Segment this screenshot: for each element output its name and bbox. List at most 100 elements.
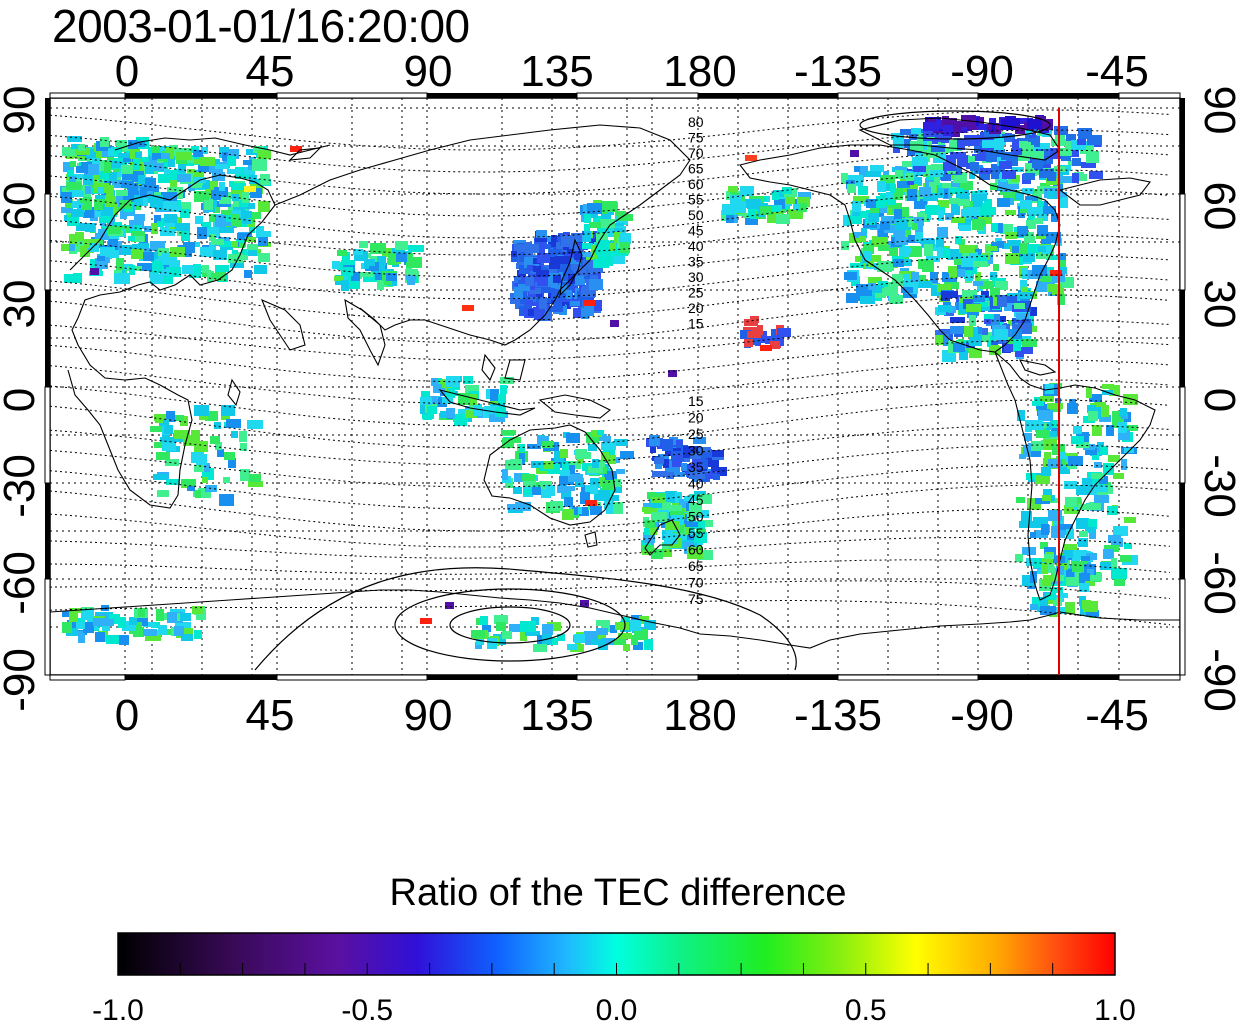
tec-patch: [994, 138, 1004, 150]
tec-patch: [1043, 575, 1054, 582]
tec-patch: [676, 454, 682, 464]
tec-patch: [1022, 268, 1028, 279]
tec-patch: [140, 187, 147, 197]
tec-patch: [160, 227, 175, 236]
tec-patch: [1024, 433, 1032, 441]
tec-patch: [78, 205, 85, 212]
tec-patch: [773, 190, 788, 197]
tec-patch: [1032, 401, 1044, 406]
tec-patch: [623, 644, 630, 651]
tec-patch: [984, 314, 994, 319]
tec-patch: [1037, 201, 1044, 212]
tec-patch: [1094, 495, 1109, 503]
tec-patch: [134, 195, 143, 206]
tec-patch: [1015, 125, 1025, 134]
tec-patch: [852, 212, 860, 218]
contour-label: 40: [688, 238, 704, 254]
tec-patch: [1073, 426, 1082, 434]
tec-patch: [610, 256, 625, 264]
tec-patch: [986, 332, 996, 337]
tec-patch: [1081, 556, 1090, 561]
tec-patch: [131, 249, 144, 259]
tec-patch: [135, 152, 142, 158]
tec-patch: [1024, 236, 1035, 243]
tec-patch: [575, 449, 587, 459]
tec-patch: [490, 389, 499, 401]
tec-patch: [164, 425, 173, 434]
tec-patch: [1043, 435, 1058, 440]
tec-patch: [620, 451, 634, 459]
tec-patch: [221, 414, 230, 420]
tec-patch: [977, 124, 987, 130]
tec-patch: [876, 196, 886, 208]
tec-patch: [519, 265, 532, 274]
tec-patch: [1042, 495, 1051, 501]
tec-patch: [157, 221, 164, 227]
tec-patch: [601, 638, 615, 645]
tec-patch: [943, 162, 956, 171]
tec-patch: [951, 217, 965, 223]
tec-patch: [1040, 542, 1048, 549]
tec-patch: [153, 474, 168, 480]
tec-patch: [935, 335, 949, 345]
tec-patch: [760, 206, 772, 215]
tec-patch: [938, 200, 949, 208]
tec-patch: [502, 438, 514, 448]
tec-patch: [141, 157, 149, 162]
tec-patch: [509, 624, 521, 632]
tec-patch: [597, 430, 604, 435]
tec-patch: [590, 478, 601, 488]
tec-patch: [163, 201, 177, 210]
tec-patch: [1059, 467, 1070, 474]
tec-patch: [951, 269, 965, 277]
tec-patch: [61, 207, 73, 213]
tec-patch: [1052, 587, 1063, 593]
tec-patch: [191, 146, 199, 153]
tec-patch: [884, 201, 894, 210]
tec-patch: [1035, 475, 1050, 484]
tec-patch: [78, 145, 85, 151]
tec-patch: [1033, 218, 1043, 224]
tec-patch: [943, 291, 958, 298]
tec-patch: [1114, 575, 1125, 586]
tec-patch: [745, 155, 757, 161]
tec-patch: [567, 486, 575, 491]
tec-patch: [935, 183, 947, 189]
tec-patch: [1094, 488, 1108, 499]
tec-patch: [290, 146, 302, 152]
tec-patch: [1042, 245, 1051, 254]
tec-patch: [847, 184, 856, 193]
tec-patch: [568, 474, 583, 482]
tec-patch: [981, 291, 989, 298]
contour-label: 20: [688, 410, 704, 426]
tec-patch: [75, 232, 84, 241]
tec-patch: [1035, 159, 1045, 165]
tec-patch: [569, 465, 575, 474]
tec-patch: [470, 394, 477, 405]
tec-patch: [536, 270, 549, 277]
tec-patch: [152, 266, 164, 273]
tec-patch: [514, 287, 523, 299]
tec-patch: [1008, 184, 1019, 189]
tec-patch: [583, 260, 596, 269]
tec-patch: [1032, 265, 1047, 276]
tec-patch: [1037, 119, 1053, 130]
tec-patch: [1036, 234, 1049, 239]
tec-patch: [500, 385, 507, 394]
tec-patch: [1004, 344, 1013, 352]
tec-patch: [747, 199, 761, 209]
tec-patch: [193, 150, 203, 157]
tec-patch: [407, 253, 413, 263]
tec-patch: [194, 465, 204, 472]
tec-patch: [573, 308, 585, 318]
tec-patch: [670, 509, 684, 516]
tec-patch: [649, 435, 660, 446]
tec-patch: [549, 306, 563, 312]
tec-patch: [1026, 220, 1036, 229]
tec-patch: [160, 613, 171, 620]
latitude-tick-label: 0: [1195, 388, 1240, 412]
tec-patch: [81, 609, 94, 620]
tec-patch: [1082, 478, 1092, 485]
tec-patch: [166, 411, 175, 422]
tec-patch: [687, 511, 693, 521]
